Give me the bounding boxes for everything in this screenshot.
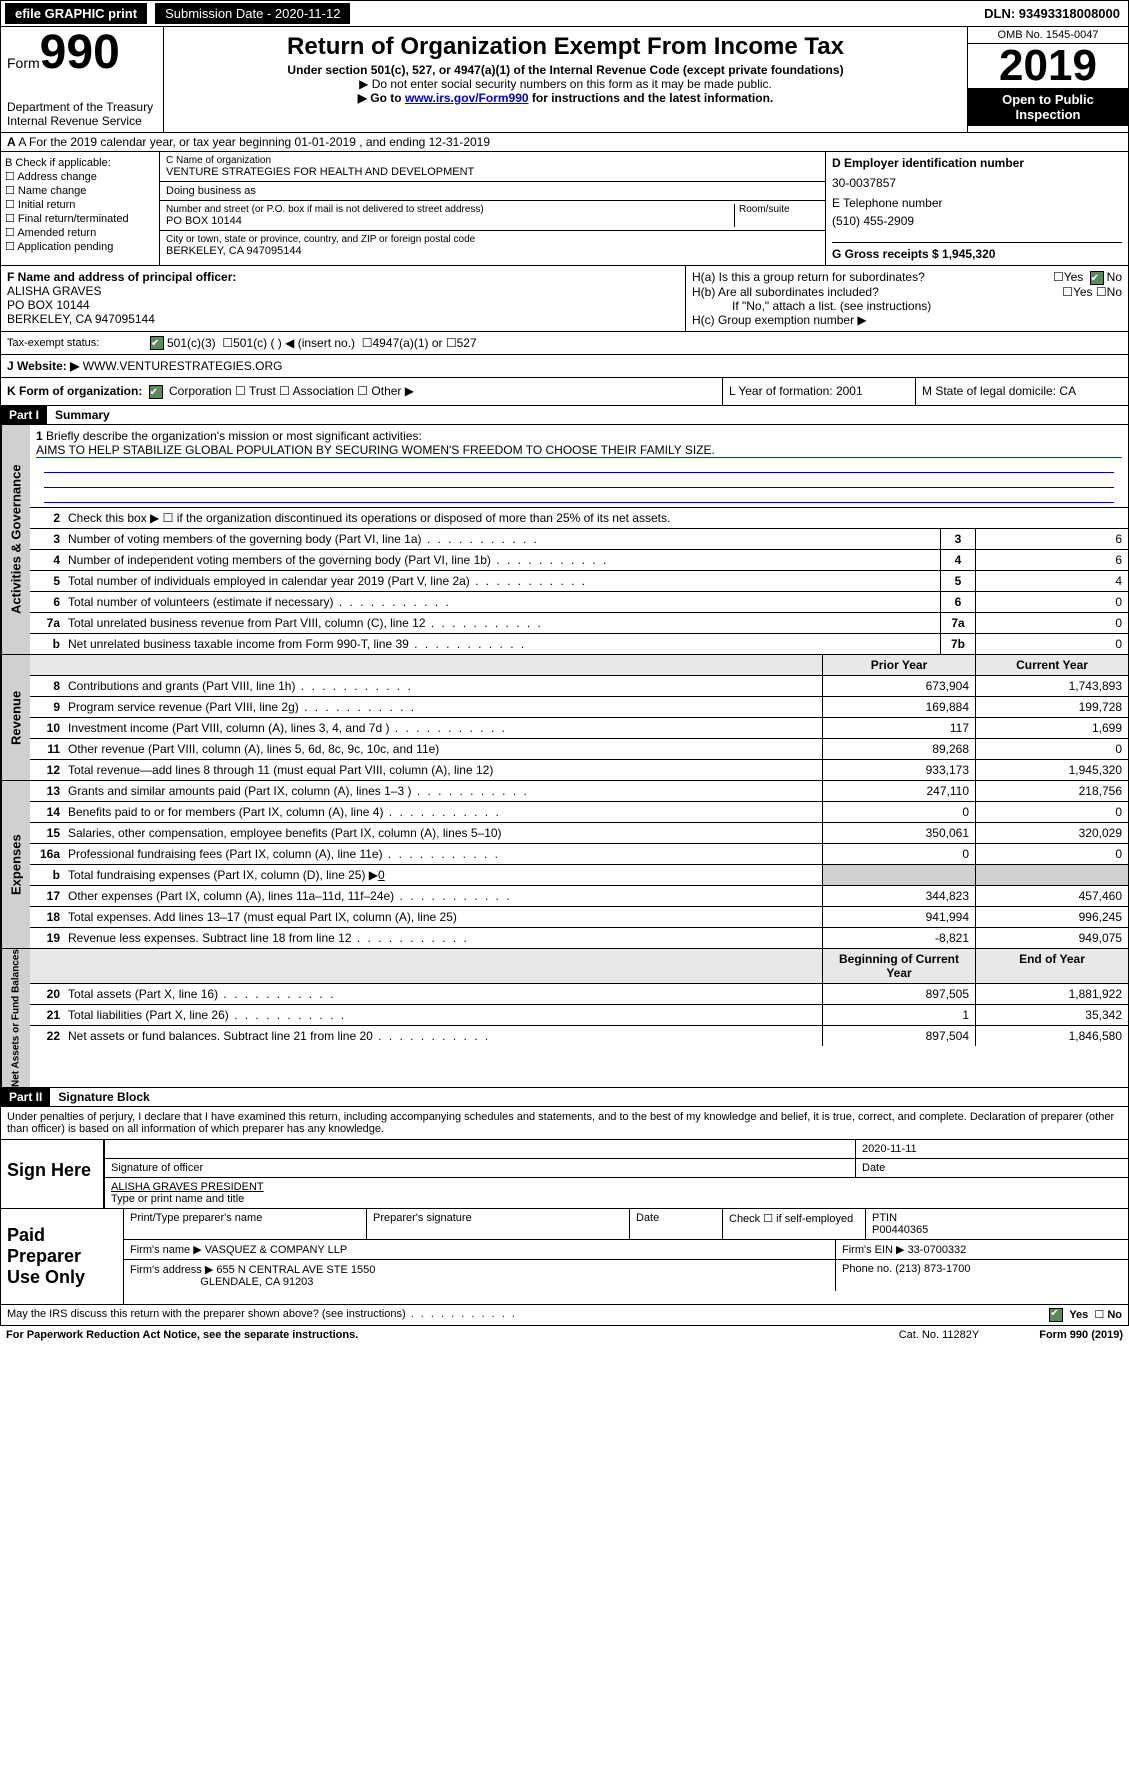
discuss-row: May the IRS discuss this return with the… <box>0 1305 1129 1326</box>
v5: 4 <box>975 571 1128 591</box>
discuss-yes <box>1049 1308 1063 1322</box>
sidebar-rev: Revenue <box>1 655 30 780</box>
sidebar-exp: Expenses <box>1 781 30 948</box>
dept: Department of the Treasury <box>7 100 157 114</box>
website-row: J Website: ▶ WWW.VENTURESTRATEGIES.ORG <box>0 355 1129 378</box>
v3: 6 <box>975 529 1128 549</box>
dba: Doing business as <box>160 182 825 201</box>
subtitle: Under section 501(c), 527, or 4947(a)(1)… <box>168 63 963 77</box>
501c3-check <box>150 336 164 350</box>
part2-header: Part II Signature Block <box>0 1088 1129 1107</box>
v7a: 0 <box>975 613 1128 633</box>
form-number: 990 <box>40 26 120 79</box>
room: Room/suite <box>734 204 819 227</box>
cat-no: Cat. No. 11282Y <box>899 1329 980 1341</box>
address: PO BOX 10144 <box>166 215 734 227</box>
firm-phone: (213) 873-1700 <box>895 1263 970 1275</box>
row-klm: K Form of organization: Corporation ☐ Tr… <box>0 378 1129 406</box>
officer-name: ALISHA GRAVES PRESIDENT <box>111 1181 264 1193</box>
form-title: Return of Organization Exempt From Incom… <box>168 33 963 61</box>
row-a: A A For the 2019 calendar year, or tax y… <box>0 133 1129 152</box>
submission-date: Submission Date - 2020-11-12 <box>155 3 350 24</box>
open-public: Open to Public Inspection <box>968 88 1128 126</box>
col-c: C Name of organization VENTURE STRATEGIE… <box>160 152 826 265</box>
efile-button[interactable]: efile GRAPHIC print <box>5 3 147 24</box>
chk-amended[interactable]: ☐ Amended return <box>5 226 155 239</box>
mission: AIMS TO HELP STABILIZE GLOBAL POPULATION… <box>36 443 1122 458</box>
col-h: H(a) Is this a group return for subordin… <box>686 266 1128 331</box>
irs: Internal Revenue Service <box>7 114 157 128</box>
chk-pending[interactable]: ☐ Application pending <box>5 240 155 253</box>
sign-date: 2020-11-11 <box>855 1140 1128 1158</box>
form-label: Form <box>7 55 40 71</box>
block-fgh: F Name and address of principal officer:… <box>0 266 1129 332</box>
net-assets-section: Net Assets or Fund Balances Beginning of… <box>0 949 1129 1088</box>
form-tag: Form 990 (2019) <box>1039 1329 1123 1341</box>
footer: For Paperwork Reduction Act Notice, see … <box>0 1326 1129 1344</box>
chk-name[interactable]: ☐ Name change <box>5 184 155 197</box>
col-f: F Name and address of principal officer:… <box>1 266 686 331</box>
paid-preparer: Paid Preparer Use Only Print/Type prepar… <box>0 1209 1129 1305</box>
chk-initial[interactable]: ☐ Initial return <box>5 198 155 211</box>
16b-val: 0 <box>378 868 385 882</box>
penalties: Under penalties of perjury, I declare th… <box>0 1107 1129 1140</box>
org-name: VENTURE STRATEGIES FOR HEALTH AND DEVELO… <box>166 166 819 178</box>
form-header: Form990 Department of the Treasury Inter… <box>0 27 1129 133</box>
sidebar-net: Net Assets or Fund Balances <box>1 949 30 1087</box>
sign-here: Sign Here 2020-11-11 Signature of office… <box>0 1140 1129 1209</box>
year-formation: L Year of formation: 2001 <box>722 378 915 405</box>
gross-receipts: G Gross receipts $ 1,945,320 <box>832 242 1122 261</box>
instruction-1: ▶ Do not enter social security numbers o… <box>168 77 963 91</box>
tax-year: 2019 <box>968 44 1128 88</box>
state-domicile: M State of legal domicile: CA <box>915 378 1128 405</box>
ein: 30-0037857 <box>832 176 1122 190</box>
ha-no-check <box>1090 271 1104 285</box>
firm-ein: 33-0700332 <box>908 1244 967 1256</box>
chk-final[interactable]: ☐ Final return/terminated <box>5 212 155 225</box>
firm-name: VASQUEZ & COMPANY LLP <box>205 1244 347 1256</box>
city: BERKELEY, CA 947095144 <box>166 245 819 257</box>
instruction-2: ▶ Go to www.irs.gov/Form990 for instruct… <box>168 91 963 105</box>
phone: (510) 455-2909 <box>832 214 1122 228</box>
v6: 0 <box>975 592 1128 612</box>
part1-header: Part I Summary <box>0 406 1129 425</box>
block-bcde: B Check if applicable: ☐ Address change … <box>0 152 1129 266</box>
dln: DLN: 93493318008000 <box>984 6 1128 21</box>
activities-governance: Activities & Governance 1 Briefly descri… <box>0 425 1129 655</box>
top-bar: efile GRAPHIC print Submission Date - 20… <box>0 0 1129 27</box>
col-de: D Employer identification number 30-0037… <box>826 152 1128 265</box>
v7b: 0 <box>975 634 1128 654</box>
v4: 6 <box>975 550 1128 570</box>
col-b: B Check if applicable: ☐ Address change … <box>1 152 160 265</box>
sidebar-ag: Activities & Governance <box>1 425 30 654</box>
irs-link[interactable]: www.irs.gov/Form990 <box>405 91 529 105</box>
expenses-section: Expenses 13Grants and similar amounts pa… <box>0 781 1129 949</box>
website: WWW.VENTURESTRATEGIES.ORG <box>83 359 283 373</box>
ptin: P00440365 <box>872 1224 928 1236</box>
chk-address[interactable]: ☐ Address change <box>5 170 155 183</box>
revenue-section: Revenue Prior YearCurrent Year 8Contribu… <box>0 655 1129 781</box>
corp-check <box>149 385 163 399</box>
tax-exempt-row: Tax-exempt status: 501(c)(3) ☐ 501(c) ( … <box>0 332 1129 355</box>
